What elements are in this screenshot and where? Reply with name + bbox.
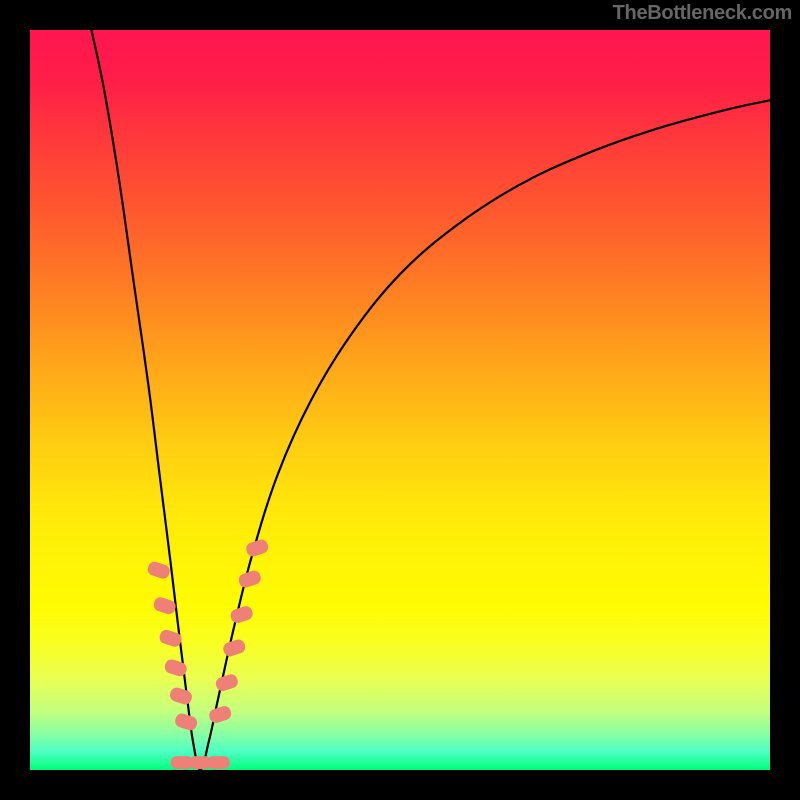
data-marker — [208, 756, 230, 769]
watermark-label: TheBottleneck.com — [613, 2, 792, 25]
chart-stage: TheBottleneck.com — [0, 0, 800, 800]
plot-background — [30, 30, 770, 770]
bottleneck-chart — [0, 0, 800, 800]
